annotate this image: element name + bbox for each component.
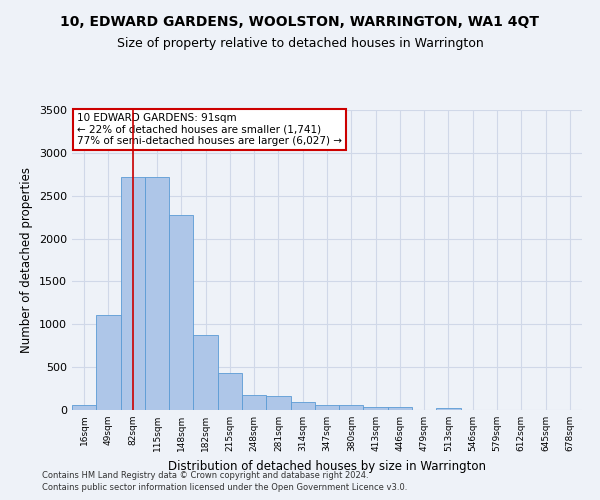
Text: 10 EDWARD GARDENS: 91sqm
← 22% of detached houses are smaller (1,741)
77% of sem: 10 EDWARD GARDENS: 91sqm ← 22% of detach… xyxy=(77,113,342,146)
Bar xyxy=(72,406,96,410)
Bar xyxy=(145,177,169,410)
Bar xyxy=(388,408,412,410)
Text: Size of property relative to detached houses in Warrington: Size of property relative to detached ho… xyxy=(116,38,484,51)
Bar xyxy=(290,402,315,410)
Bar xyxy=(96,315,121,410)
Y-axis label: Number of detached properties: Number of detached properties xyxy=(20,167,34,353)
Bar xyxy=(193,336,218,410)
Text: Contains HM Land Registry data © Crown copyright and database right 2024.: Contains HM Land Registry data © Crown c… xyxy=(42,471,368,480)
Bar xyxy=(218,373,242,410)
Bar xyxy=(315,405,339,410)
X-axis label: Distribution of detached houses by size in Warrington: Distribution of detached houses by size … xyxy=(168,460,486,472)
Bar xyxy=(436,408,461,410)
Text: 10, EDWARD GARDENS, WOOLSTON, WARRINGTON, WA1 4QT: 10, EDWARD GARDENS, WOOLSTON, WARRINGTON… xyxy=(61,15,539,29)
Bar xyxy=(266,396,290,410)
Bar xyxy=(169,214,193,410)
Bar xyxy=(339,406,364,410)
Bar xyxy=(121,177,145,410)
Bar xyxy=(242,396,266,410)
Text: Contains public sector information licensed under the Open Government Licence v3: Contains public sector information licen… xyxy=(42,484,407,492)
Bar xyxy=(364,406,388,410)
